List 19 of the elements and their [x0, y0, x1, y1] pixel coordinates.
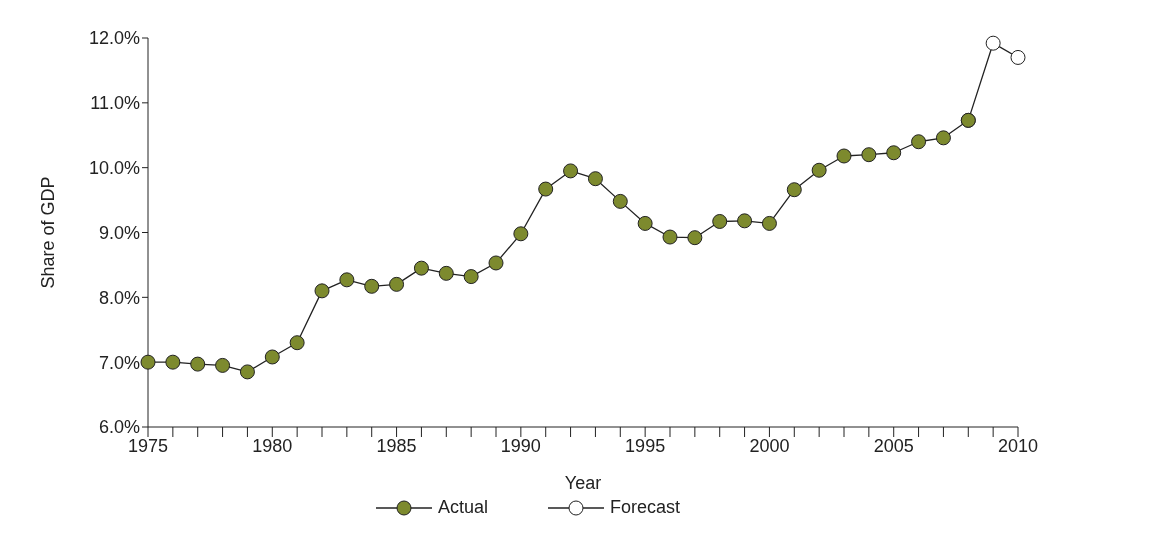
- legend-label: Forecast: [610, 497, 681, 518]
- y-axis-title: Share of GDP: [38, 176, 59, 289]
- x-tick-label: 1980: [252, 435, 293, 456]
- y-tick-label: 6.0%: [98, 417, 140, 438]
- y-tick-label: 11.0%: [90, 93, 140, 114]
- x-tick-label: 1985: [376, 435, 417, 456]
- x-tick-label: 1975: [127, 435, 169, 456]
- y-tick-label: 7.0%: [98, 352, 140, 373]
- y-tick-label: 12.0%: [88, 28, 140, 49]
- legend-label: Actual: [437, 497, 488, 518]
- y-tick-label: 9.0%: [98, 222, 140, 243]
- x-tick-label: 1995: [625, 435, 666, 456]
- x-axis-title: Year: [564, 473, 602, 493]
- x-tick-label: 2005: [873, 435, 914, 456]
- x-tick-label: 2010: [997, 435, 1039, 456]
- x-tick-label: 1990: [500, 435, 541, 456]
- x-tick-label: 2000: [749, 435, 790, 456]
- y-tick-label: 8.0%: [98, 287, 140, 308]
- y-tick-label: 10.0%: [88, 158, 140, 179]
